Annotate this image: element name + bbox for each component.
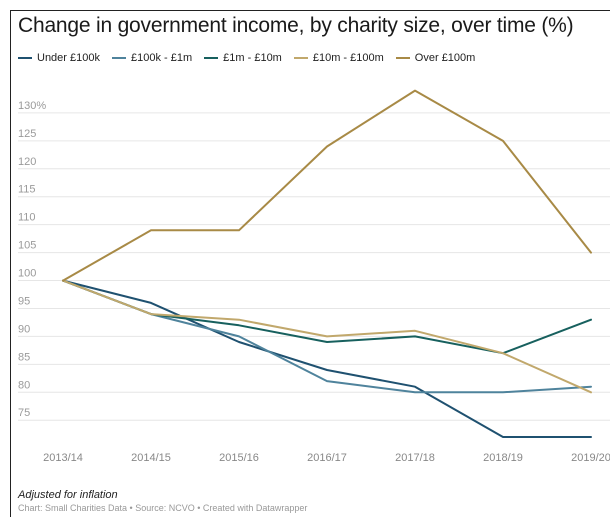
x-tick-label: 2017/18 (395, 452, 435, 464)
y-tick-label: 105 (18, 240, 36, 252)
legend-item-under-100k: Under £100k (18, 52, 100, 64)
legend-swatch (293, 57, 308, 59)
legend-item-100k-1m: £100k - £1m (112, 52, 192, 64)
y-tick-label: 90 (18, 323, 30, 335)
y-tick-label: 85 (18, 351, 30, 363)
legend-swatch (395, 57, 410, 59)
legend-item-over-100m: Over £100m (395, 52, 476, 64)
series-line-0 (62, 279, 592, 438)
x-tick-label: 2018/19 (483, 452, 523, 464)
y-tick-label: 110 (18, 212, 36, 224)
legend-label: £100k - £1m (131, 52, 193, 64)
y-tick-label: 115 (18, 184, 36, 196)
y-tick-label: 80 (18, 379, 30, 391)
legend-swatch (18, 57, 32, 59)
y-tick-label: 120 (18, 156, 36, 168)
chart-note: Adjusted for inflation (18, 489, 118, 501)
x-tick-label: 2013/14 (43, 452, 83, 464)
chart-legend: Under £100k £100k - £1m £1m - £10m £10m … (18, 52, 475, 64)
chart-frame (10, 10, 610, 517)
y-tick-label: 75 (18, 407, 30, 419)
legend-label: £1m - £10m (223, 52, 282, 64)
legend-swatch (204, 57, 219, 59)
x-tick-label: 2019/20 (571, 452, 610, 464)
legend-label: Over £100m (414, 52, 476, 64)
y-tick-label: 95 (18, 295, 30, 307)
x-tick-label: 2015/16 (219, 452, 259, 464)
legend-swatch (112, 57, 126, 59)
series-line-3 (62, 279, 592, 394)
legend-item-1m-10m: £1m - £10m (204, 52, 282, 64)
legend-label: £10m - £100m (312, 52, 384, 64)
series-line-4 (62, 89, 592, 282)
legend-item-10m-100m: £10m - £100m (293, 52, 384, 64)
chart-credit: Chart: Small Charities Data • Source: NC… (18, 503, 308, 513)
series-line-2 (62, 279, 592, 355)
y-tick-label: 125 (18, 128, 36, 140)
x-tick-label: 2014/15 (131, 452, 171, 464)
x-tick-label: 2016/17 (307, 452, 347, 464)
y-tick-label: 100 (18, 268, 36, 280)
chart-title: Change in government income, by charity … (18, 14, 574, 37)
legend-label: Under £100k (37, 52, 100, 64)
y-tick-label: 130% (18, 100, 46, 112)
